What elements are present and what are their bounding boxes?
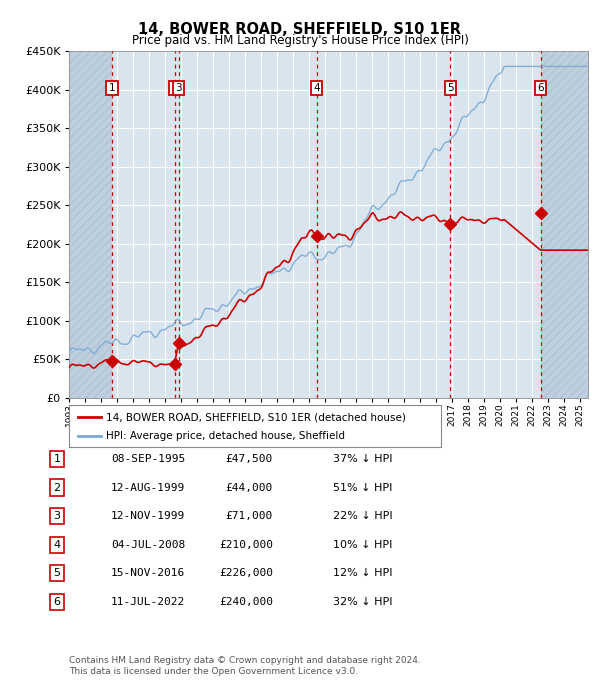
Text: 6: 6 [537, 83, 544, 93]
Text: Contains HM Land Registry data © Crown copyright and database right 2024.: Contains HM Land Registry data © Crown c… [69, 656, 421, 665]
Text: 10% ↓ HPI: 10% ↓ HPI [333, 540, 392, 549]
Text: £210,000: £210,000 [219, 540, 273, 549]
Text: £240,000: £240,000 [219, 597, 273, 607]
Text: 2: 2 [53, 483, 61, 492]
Text: £226,000: £226,000 [219, 568, 273, 578]
Text: £44,000: £44,000 [226, 483, 273, 492]
Text: £71,000: £71,000 [226, 511, 273, 521]
Text: 37% ↓ HPI: 37% ↓ HPI [333, 454, 392, 464]
Text: 4: 4 [53, 540, 61, 549]
Text: Price paid vs. HM Land Registry's House Price Index (HPI): Price paid vs. HM Land Registry's House … [131, 34, 469, 47]
Text: 4: 4 [313, 83, 320, 93]
Text: 15-NOV-2016: 15-NOV-2016 [111, 568, 185, 578]
Text: 1: 1 [53, 454, 61, 464]
Text: 5: 5 [53, 568, 61, 578]
Text: 22% ↓ HPI: 22% ↓ HPI [333, 511, 392, 521]
Text: 11-JUL-2022: 11-JUL-2022 [111, 597, 185, 607]
Text: 3: 3 [53, 511, 61, 521]
Text: 14, BOWER ROAD, SHEFFIELD, S10 1ER (detached house): 14, BOWER ROAD, SHEFFIELD, S10 1ER (deta… [106, 412, 406, 422]
Text: 2: 2 [171, 83, 178, 93]
Text: 3: 3 [175, 83, 182, 93]
Text: 51% ↓ HPI: 51% ↓ HPI [333, 483, 392, 492]
Bar [69, 51, 112, 398]
Bar [541, 51, 588, 398]
Text: This data is licensed under the Open Government Licence v3.0.: This data is licensed under the Open Gov… [69, 667, 358, 676]
Text: £47,500: £47,500 [226, 454, 273, 464]
Text: 12-NOV-1999: 12-NOV-1999 [111, 511, 185, 521]
Text: 32% ↓ HPI: 32% ↓ HPI [333, 597, 392, 607]
Text: 12% ↓ HPI: 12% ↓ HPI [333, 568, 392, 578]
Text: 5: 5 [447, 83, 454, 93]
Text: 6: 6 [53, 597, 61, 607]
Text: 12-AUG-1999: 12-AUG-1999 [111, 483, 185, 492]
Text: 08-SEP-1995: 08-SEP-1995 [111, 454, 185, 464]
Text: HPI: Average price, detached house, Sheffield: HPI: Average price, detached house, Shef… [106, 432, 345, 441]
Text: 1: 1 [109, 83, 115, 93]
Text: 14, BOWER ROAD, SHEFFIELD, S10 1ER: 14, BOWER ROAD, SHEFFIELD, S10 1ER [139, 22, 461, 37]
Text: 04-JUL-2008: 04-JUL-2008 [111, 540, 185, 549]
